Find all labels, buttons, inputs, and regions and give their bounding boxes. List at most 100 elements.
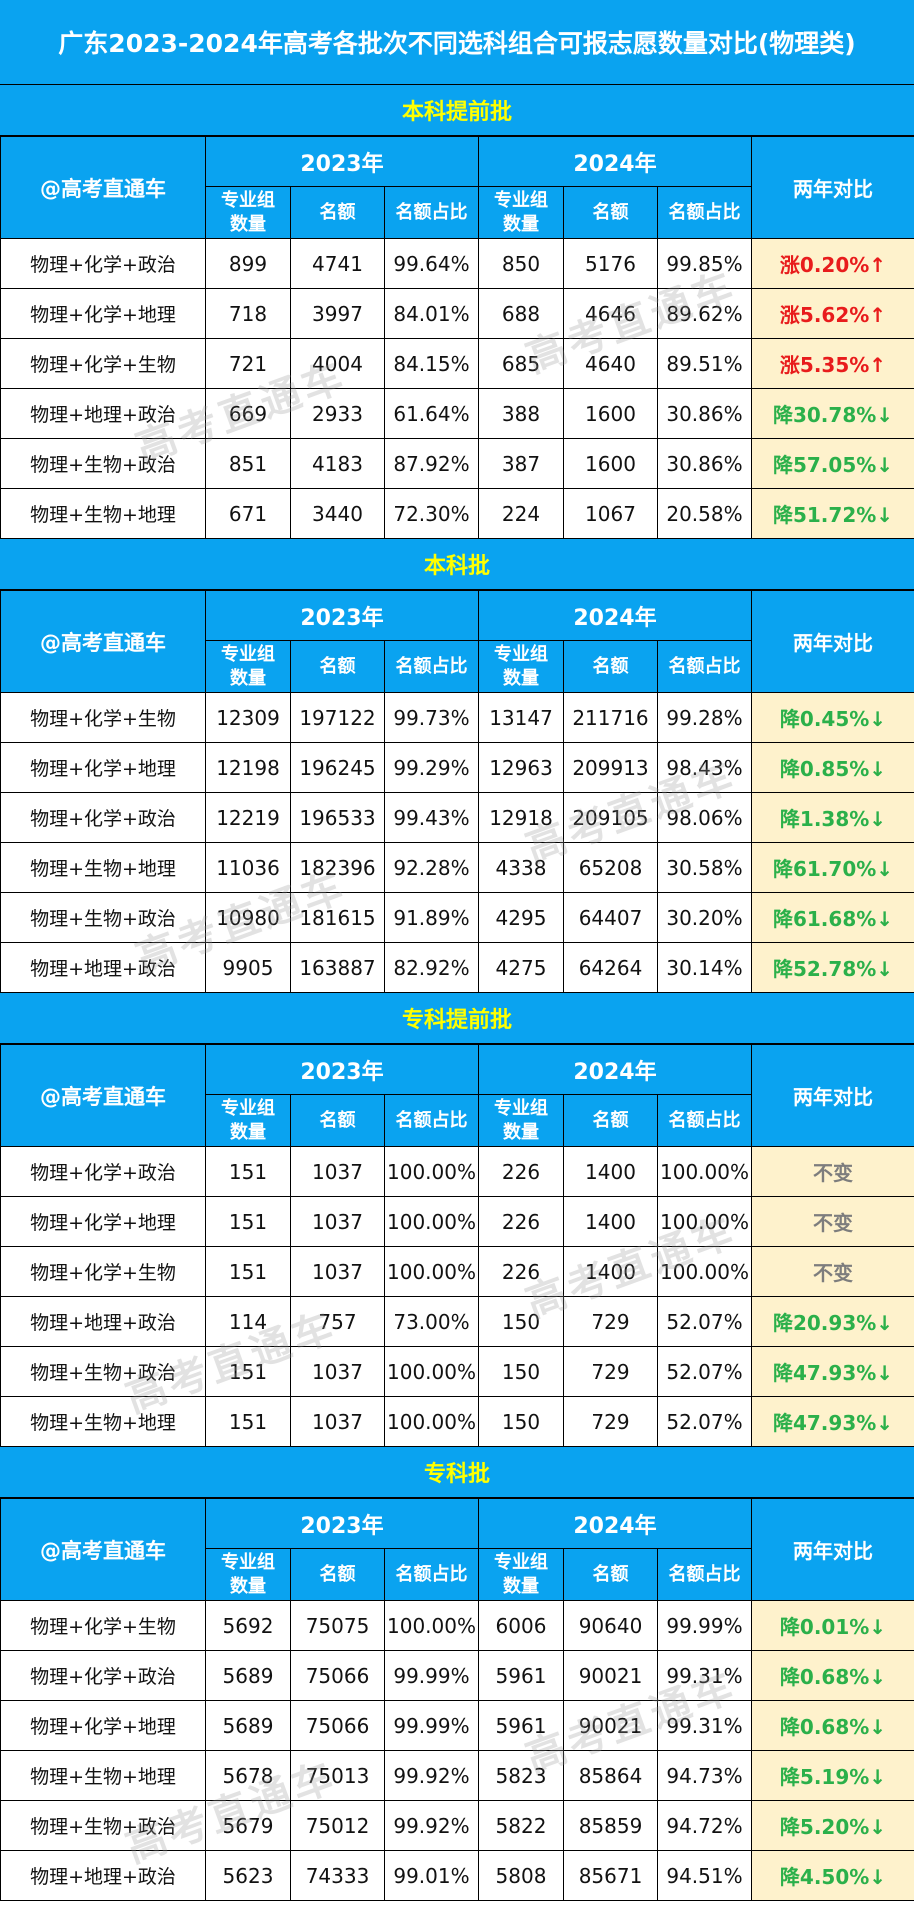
- groups-2023: 10980: [205, 892, 291, 943]
- share-2023: 100.00%: [384, 1196, 479, 1247]
- change-badge: 降0.45%↓: [751, 692, 914, 743]
- groups-2024: 5822: [478, 1800, 564, 1851]
- change-badge: 降61.68%↓: [751, 892, 914, 943]
- share-2023: 99.64%: [384, 238, 479, 289]
- table-row: 物理+生物+地理 671 3440 72.30% 224 1067 20.58% 降51.72…: [0, 488, 914, 539]
- table-row: 物理+化学+地理 151 1037 100.00% 226 1400 100.00% 不变: [0, 1196, 914, 1247]
- quota-2023: 1037: [290, 1146, 385, 1197]
- groups-2023: 11036: [205, 842, 291, 893]
- quota-2024: 4646: [563, 288, 658, 339]
- groups-count-header: 专业组 数量: [478, 1094, 564, 1147]
- groups-2024: 4295: [478, 892, 564, 943]
- groups-2023: 718: [205, 288, 291, 339]
- share-2024: 94.73%: [657, 1750, 752, 1801]
- batch-title: 专科提前批: [0, 993, 914, 1044]
- sections-container: 本科提前批 @高考直通车 2023年 2024年 两年对比 专业组 数量 名额 名额占比 专业组数…: [0, 85, 914, 1901]
- share-2024: 52.07%: [657, 1396, 752, 1447]
- quota-2023: 1037: [290, 1396, 385, 1447]
- groups-count-header-line2: 数量: [503, 1575, 539, 1597]
- quota-header: 名额: [290, 1094, 385, 1147]
- groups-count-header-line1: 专业组: [494, 189, 548, 211]
- quota-2023: 4183: [290, 438, 385, 489]
- quota-2023: 3997: [290, 288, 385, 339]
- share-2024: 94.72%: [657, 1800, 752, 1851]
- quota-2024: 1600: [563, 438, 658, 489]
- change-badge: 降0.68%↓: [751, 1700, 914, 1751]
- change-badge: 降4.50%↓: [751, 1850, 914, 1901]
- groups-2024: 150: [478, 1296, 564, 1347]
- groups-count-header-line2: 数量: [503, 213, 539, 235]
- share-header: 名额占比: [657, 186, 752, 239]
- groups-2024: 12963: [478, 742, 564, 793]
- quota-2024: 4640: [563, 338, 658, 389]
- groups-count-header: 专业组 数量: [478, 640, 564, 693]
- quota-2023: 1037: [290, 1196, 385, 1247]
- brand-label: @高考直通车: [0, 1498, 206, 1601]
- share-2024: 98.06%: [657, 792, 752, 843]
- share-2024: 100.00%: [657, 1246, 752, 1297]
- batch-section: 本科批 @高考直通车 2023年 2024年 两年对比 专业组 数量 名额 名额占比 专业组 数量名…: [0, 539, 914, 993]
- table-row: 物理+生物+地理 11036 182396 92.28% 4338 65208 30.58%…: [0, 842, 914, 893]
- compare-header: 两年对比: [751, 1498, 914, 1601]
- quota-2024: 65208: [563, 842, 658, 893]
- groups-2023: 5689: [205, 1650, 291, 1701]
- quota-2024: 729: [563, 1396, 658, 1447]
- quota-2023: 74333: [290, 1850, 385, 1901]
- quota-2023: 757: [290, 1296, 385, 1347]
- groups-2023: 721: [205, 338, 291, 389]
- share-2024: 30.20%: [657, 892, 752, 943]
- brand-label: @高考直通车: [0, 590, 206, 693]
- share-2023: 72.30%: [384, 488, 479, 539]
- brand-label: @高考直通车: [0, 136, 206, 239]
- quota-2024: 1400: [563, 1246, 658, 1297]
- subject-combo: 物理+化学+政治: [0, 1650, 206, 1701]
- share-2024: 99.31%: [657, 1700, 752, 1751]
- table-row: 物理+化学+政治 12219 196533 99.43% 12918 209105 98.0…: [0, 792, 914, 843]
- share-2023: 100.00%: [384, 1246, 479, 1297]
- share-2023: 73.00%: [384, 1296, 479, 1347]
- subject-combo: 物理+生物+政治: [0, 438, 206, 489]
- table-row: 物理+化学+生物 721 4004 84.15% 685 4640 89.51% 涨5.35%…: [0, 338, 914, 389]
- subject-combo: 物理+化学+生物: [0, 1246, 206, 1297]
- share-2023: 99.01%: [384, 1850, 479, 1901]
- groups-2024: 150: [478, 1396, 564, 1447]
- share-2023: 99.92%: [384, 1800, 479, 1851]
- quota-2023: 75013: [290, 1750, 385, 1801]
- table-row: 物理+化学+生物 151 1037 100.00% 226 1400 100.00% 不变: [0, 1246, 914, 1297]
- batch-section: 专科提前批 @高考直通车 2023年 2024年 两年对比 专业组 数量 名额 名额占比 专业组数…: [0, 993, 914, 1447]
- share-2024: 98.43%: [657, 742, 752, 793]
- groups-2023: 114: [205, 1296, 291, 1347]
- table-row: 物理+化学+地理 718 3997 84.01% 688 4646 89.62% 涨5.62%…: [0, 288, 914, 339]
- groups-2023: 12219: [205, 792, 291, 843]
- quota-2024: 729: [563, 1296, 658, 1347]
- quota-2024: 211716: [563, 692, 658, 743]
- subject-combo: 物理+生物+地理: [0, 1396, 206, 1447]
- quota-2024: 1600: [563, 388, 658, 439]
- quota-2024: 85864: [563, 1750, 658, 1801]
- subject-combo: 物理+生物+地理: [0, 1750, 206, 1801]
- subject-combo: 物理+化学+政治: [0, 792, 206, 843]
- groups-2024: 5961: [478, 1700, 564, 1751]
- subject-combo: 物理+化学+政治: [0, 1146, 206, 1197]
- share-2023: 92.28%: [384, 842, 479, 893]
- groups-2023: 899: [205, 238, 291, 289]
- subject-combo: 物理+地理+政治: [0, 942, 206, 993]
- quota-2024: 90640: [563, 1600, 658, 1651]
- change-badge: 降1.38%↓: [751, 792, 914, 843]
- quota-2024: 1400: [563, 1196, 658, 1247]
- subject-combo: 物理+生物+政治: [0, 1800, 206, 1851]
- year-2024-header: 2024年: [478, 136, 752, 187]
- quota-2024: 85671: [563, 1850, 658, 1901]
- table-row: 物理+生物+地理 5678 75013 99.92% 5823 85864 94.73% 降5…: [0, 1750, 914, 1801]
- groups-2023: 12309: [205, 692, 291, 743]
- batch-title: 专科批: [0, 1447, 914, 1498]
- quota-2024: 1067: [563, 488, 658, 539]
- year-2024-header: 2024年: [478, 1044, 752, 1095]
- share-2023: 99.73%: [384, 692, 479, 743]
- quota-2024: 64264: [563, 942, 658, 993]
- groups-2024: 5823: [478, 1750, 564, 1801]
- groups-count-header-line2: 数量: [230, 213, 266, 235]
- groups-2024: 5808: [478, 1850, 564, 1901]
- groups-count-header-line1: 专业组: [494, 1551, 548, 1573]
- table-row: 物理+化学+地理 5689 75066 99.99% 5961 90021 99.31% 降0…: [0, 1700, 914, 1751]
